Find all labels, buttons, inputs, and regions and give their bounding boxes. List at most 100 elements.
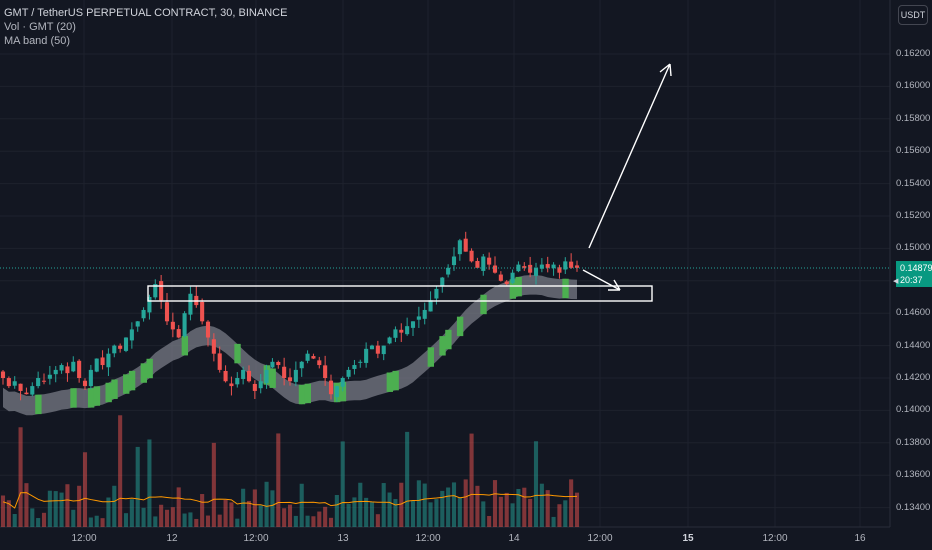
candle-body <box>399 329 404 333</box>
volume-bar <box>364 497 369 527</box>
candle-body <box>135 321 140 327</box>
symbol-title[interactable]: GMT / TetherUS PERPETUAL CONTRACT, 30, B… <box>4 7 288 19</box>
volume-bar <box>59 492 64 527</box>
candle-body <box>305 353 310 361</box>
volume-bar <box>381 483 386 527</box>
volume-bar <box>0 495 6 527</box>
volume-bar <box>533 441 539 527</box>
candle-body <box>118 345 123 349</box>
ma-band-highlight <box>427 347 434 367</box>
volume-bar <box>369 502 375 527</box>
candle-body <box>164 302 170 322</box>
volume-bar <box>77 485 82 527</box>
candle-body <box>446 267 451 275</box>
candle-body <box>487 257 492 265</box>
volume-bar <box>170 507 175 527</box>
last-price-value: 0.14879 <box>900 263 932 273</box>
volume-bar <box>434 499 439 527</box>
volume-bar <box>106 497 111 527</box>
candle-body <box>340 378 345 387</box>
volume-bar <box>405 431 410 527</box>
volume-bar <box>410 500 416 527</box>
candle-body <box>153 284 158 298</box>
volume-bar <box>557 504 562 527</box>
volume-bar <box>270 490 275 527</box>
candle-body <box>217 353 222 370</box>
candle-body <box>282 366 287 378</box>
volume-bar <box>65 484 70 527</box>
candle-body <box>65 366 70 374</box>
volume-bar <box>258 505 263 527</box>
volume-bar <box>18 427 23 527</box>
drawn-arrow-up[interactable] <box>588 63 672 249</box>
candle-body <box>504 281 509 285</box>
candle-body <box>387 337 392 344</box>
currency-button[interactable]: USDT <box>898 5 928 25</box>
drawn-arrow-right[interactable] <box>582 269 621 291</box>
candle-body <box>77 360 82 378</box>
price-axis-label: 0.13800 <box>896 436 931 448</box>
volume-bar <box>88 517 93 527</box>
candle-body <box>287 377 293 382</box>
candle-body <box>463 238 468 252</box>
candle-body <box>428 300 433 312</box>
candle-body <box>551 264 556 269</box>
volume-bar <box>504 492 509 527</box>
candle-body <box>405 326 410 335</box>
ma-band-indicator-label[interactable]: MA band (50) <box>4 35 71 47</box>
volume-bar <box>305 515 310 527</box>
ma-band-highlight <box>562 278 569 299</box>
candle-body <box>557 267 562 273</box>
volume-bar <box>346 503 351 527</box>
candle-body <box>141 309 146 319</box>
candle-body <box>358 361 363 363</box>
candle-body <box>434 288 439 299</box>
ma-band-highlight <box>146 358 153 379</box>
candle-body <box>36 378 41 387</box>
volume-bar <box>551 516 556 527</box>
price-scale-arrow-icon[interactable]: ◀ <box>893 278 899 285</box>
candle-body <box>457 240 462 255</box>
volume-indicator-label[interactable]: Vol · GMT (20) <box>4 21 76 33</box>
ma-band-highlight <box>339 381 347 402</box>
ma-band-highlight <box>480 294 487 315</box>
volume-bar <box>469 433 474 527</box>
candle-body <box>475 261 480 268</box>
ma-band-highlight <box>111 379 118 399</box>
candle-body <box>159 281 164 301</box>
volume-bar <box>211 442 216 527</box>
ma-band-highlight <box>509 279 516 299</box>
volume-bar <box>217 514 222 527</box>
volume-bar <box>492 480 498 527</box>
volume-bar <box>176 487 181 527</box>
candle-body <box>334 386 339 398</box>
candle-body <box>440 277 445 287</box>
candle-body <box>59 365 64 371</box>
volume-bar <box>36 518 41 527</box>
ma-band-highlight <box>128 370 136 391</box>
candle-body <box>481 256 486 271</box>
volume-bar <box>47 490 52 527</box>
volume-bar <box>276 433 281 527</box>
volume-bar <box>153 516 158 527</box>
price-axis-label: 0.16000 <box>896 80 931 92</box>
time-axis-label: 12:00 <box>762 533 788 544</box>
volume-ma-line <box>2 492 578 509</box>
volume-bar <box>340 441 345 527</box>
volume-bar <box>516 488 521 527</box>
price-axis-label: 0.14400 <box>896 339 931 351</box>
volume-bar <box>82 452 88 527</box>
candle-body <box>12 381 17 386</box>
volume-bar <box>100 518 105 527</box>
volume-bar <box>522 487 527 527</box>
drawn-rectangle-zone[interactable] <box>147 285 653 302</box>
candle-body <box>416 316 421 320</box>
candle-body <box>469 250 474 262</box>
volume-bar <box>393 499 398 527</box>
volume-bar <box>141 507 146 527</box>
volume-bar <box>282 508 287 527</box>
candle-body <box>270 361 275 368</box>
candle-body <box>100 357 105 366</box>
candle-body <box>422 309 427 319</box>
